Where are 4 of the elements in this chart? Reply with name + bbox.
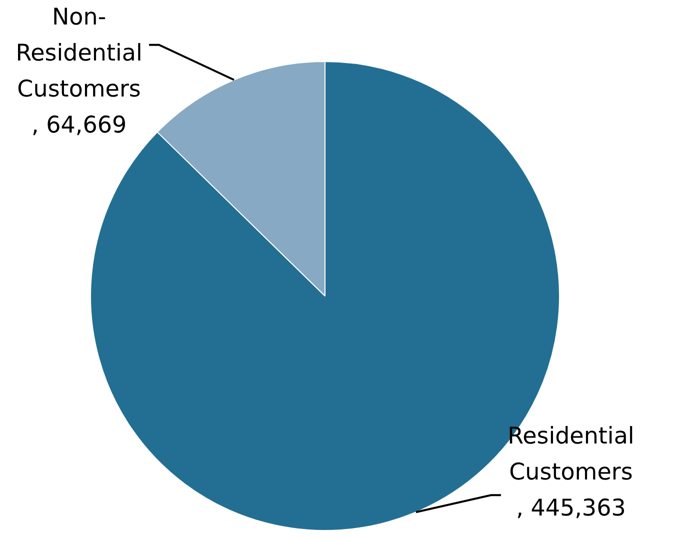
slice-label: Non-Residential Customers [16,4,142,102]
data-label: , 445,363 [516,495,626,522]
slice-label: Residential Customers [508,423,634,486]
data-label: , 64,669 [31,112,127,138]
